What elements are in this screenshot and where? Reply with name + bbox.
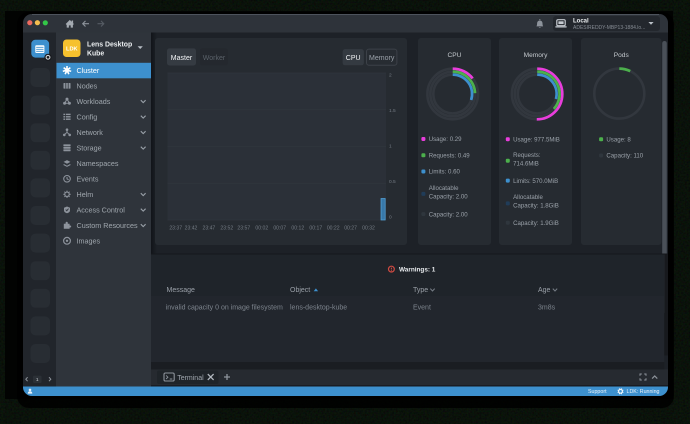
svg-text:3m8s: 3m8s [538,305,556,312]
svg-text:Capacity: 1.8GiB: Capacity: 1.8GiB [513,203,559,210]
svg-text:Warnings: 1: Warnings: 1 [399,267,436,274]
svg-text:23:47: 23:47 [203,225,216,231]
svg-text:Network: Network [77,128,104,137]
svg-text:invalid capacity 0 on image fi: invalid capacity 0 on image filesystem [166,305,283,312]
svg-text:Object: Object [290,287,310,294]
svg-text:Support: Support [588,389,607,395]
svg-text:Capacity: 1.9GiB: Capacity: 1.9GiB [513,220,559,227]
svg-text:23:37: 23:37 [169,225,182,231]
svg-text:Memory: Memory [369,55,395,62]
svg-text:Terminal: Terminal [177,375,204,382]
svg-text:Message: Message [167,287,196,294]
svg-text:Usage: 0.29: Usage: 0.29 [429,136,462,143]
svg-text:Worker: Worker [203,55,226,62]
svg-text:23:57: 23:57 [237,225,250,231]
svg-text:00:07: 00:07 [273,225,286,231]
svg-text:Capacity: 2.00: Capacity: 2.00 [429,211,469,218]
svg-text:Limits: 570.0MiB: Limits: 570.0MiB [513,178,558,185]
svg-text:Requests:: Requests: [513,152,541,159]
svg-text:Access Control: Access Control [77,206,126,215]
svg-text:CPU: CPU [448,52,462,59]
svg-text:lens-desktop-kube: lens-desktop-kube [290,305,347,312]
svg-text:Capacity: 2.00: Capacity: 2.00 [429,193,469,200]
svg-text:Kube: Kube [87,50,104,57]
svg-text:Images: Images [77,237,101,246]
svg-text:Custom Resources: Custom Resources [77,221,139,230]
svg-text:0: 0 [389,214,392,220]
svg-text:0.5: 0.5 [389,179,396,185]
svg-text:00:17: 00:17 [309,225,322,231]
svg-text:2: 2 [389,72,392,78]
svg-text:00:32: 00:32 [362,225,375,231]
svg-text:Event: Event [413,305,431,312]
svg-text:Requests: 0.49: Requests: 0.49 [429,153,471,160]
svg-text:Usage: 977.5MiB: Usage: 977.5MiB [513,136,560,143]
svg-text:LDK: Running: LDK: Running [627,389,660,395]
svg-text:Limits: 0.60: Limits: 0.60 [429,169,461,176]
svg-text:Memory: Memory [524,52,549,59]
svg-text:Lens Desktop: Lens Desktop [87,41,132,48]
svg-text:1: 1 [389,143,392,149]
svg-text:ADESIREDDY-MBP13-1884.lo...: ADESIREDDY-MBP13-1884.lo... [573,25,645,31]
svg-text:Master: Master [171,55,193,62]
svg-text:Cluster: Cluster [77,66,100,75]
svg-text:Namespaces: Namespaces [77,159,119,168]
svg-text:Storage: Storage [77,144,102,153]
svg-text:00:12: 00:12 [291,225,304,231]
svg-text:00:22: 00:22 [327,225,340,231]
svg-text:00:02: 00:02 [255,225,268,231]
svg-text:Pods: Pods [614,52,630,59]
svg-text:Local: Local [573,19,589,25]
svg-text:Usage: 8: Usage: 8 [606,137,631,144]
svg-text:Config: Config [77,113,98,122]
svg-text:CPU: CPU [346,55,361,62]
svg-text:Helm: Helm [77,190,94,199]
svg-text:Capacity: 110: Capacity: 110 [606,153,643,160]
svg-text:Events: Events [77,175,99,184]
svg-text:00:27: 00:27 [344,225,357,231]
svg-text:Nodes: Nodes [77,82,98,91]
svg-text:1.5: 1.5 [389,108,396,114]
svg-text:Workloads: Workloads [77,97,111,106]
svg-text:Type: Type [413,287,428,294]
svg-text:LDK: LDK [66,47,78,53]
svg-text:Allocatable: Allocatable [513,194,543,201]
svg-text:Age: Age [538,287,551,294]
svg-text:23:42: 23:42 [185,225,198,231]
svg-text:1: 1 [36,377,39,383]
svg-text:714.6MiB: 714.6MiB [513,160,539,167]
svg-text:Allocatable: Allocatable [429,185,459,192]
svg-text:23:52: 23:52 [220,225,233,231]
